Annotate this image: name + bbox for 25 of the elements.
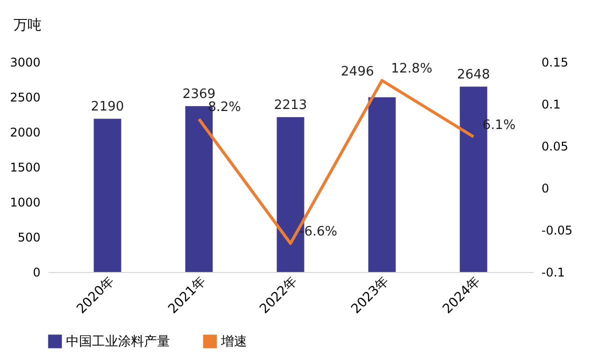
y-axis-title: 万吨 <box>14 18 42 34</box>
data-label: 2496 <box>340 64 374 80</box>
y-tick-label: 0 <box>32 266 40 280</box>
y2-tick-label: 0.15 <box>542 56 568 70</box>
y-tick-label: 1000 <box>10 196 40 210</box>
data-label: 8.2% <box>208 100 242 116</box>
y2-tick-label: 0.05 <box>542 140 568 154</box>
y-tick-label: 1500 <box>10 160 40 174</box>
bar <box>94 118 122 272</box>
y2-tick-label: -0.05 <box>542 224 573 238</box>
data-label: 2648 <box>456 68 490 83</box>
y2-tick-label: 0 <box>542 182 550 196</box>
data-label: 2369 <box>182 87 216 102</box>
y-tick-label: 2000 <box>10 126 40 140</box>
y-tick-label: 2500 <box>10 90 40 104</box>
y-tick-label: 500 <box>18 230 40 244</box>
legend-label: 增速 <box>220 334 247 350</box>
y2-tick-label: -0.1 <box>542 266 565 280</box>
data-label: 2213 <box>274 98 308 114</box>
legend-label: 中国工业涂料产量 <box>66 334 170 350</box>
data-label: 2190 <box>90 100 124 115</box>
y-tick-label: 3000 <box>10 56 40 70</box>
y2-tick-label: 0.1 <box>542 98 561 112</box>
bar <box>368 97 396 272</box>
data-label: 12.8% <box>391 61 432 76</box>
